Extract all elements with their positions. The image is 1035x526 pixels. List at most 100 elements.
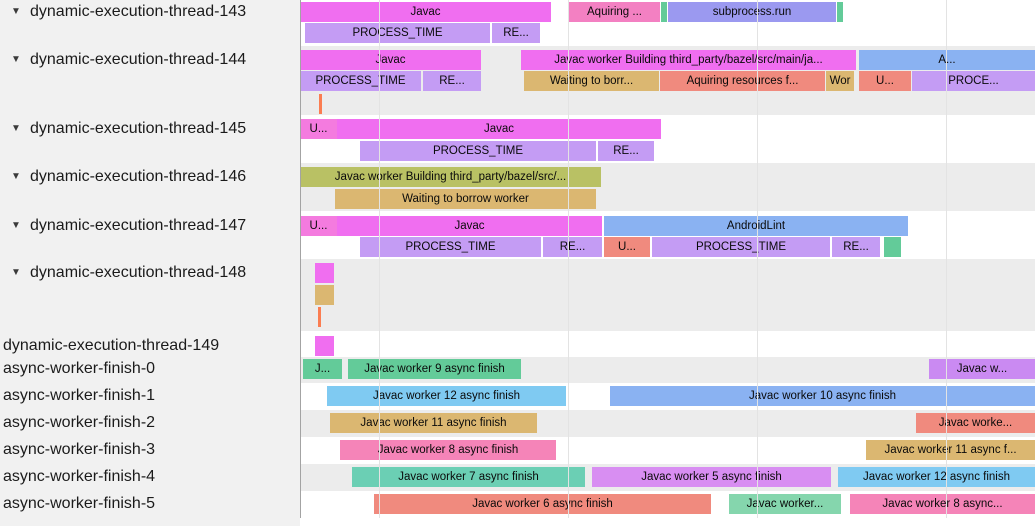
trace-slice[interactable]: RE... bbox=[598, 141, 654, 161]
trace-slice[interactable]: Javac worker 8 async... bbox=[850, 494, 1035, 514]
trace-slice[interactable]: Javac worker 12 async finish bbox=[838, 467, 1035, 487]
track-label[interactable]: async-worker-finish-1 bbox=[3, 387, 156, 404]
track-row: Javac worker 7 async finish Javac worker … bbox=[0, 464, 1035, 491]
trace-slice[interactable]: Javac bbox=[300, 2, 551, 22]
track-row: J... Javac worker 9 async finish Javac w..… bbox=[0, 357, 1035, 383]
trace-slice[interactable]: Aquiring resources f... bbox=[660, 71, 825, 91]
trace-slice[interactable] bbox=[884, 237, 901, 257]
track-label[interactable]: async-worker-finish-0 bbox=[3, 360, 156, 377]
trace-slice[interactable] bbox=[315, 263, 334, 283]
trace-slice[interactable]: Javac worker Building third_party/bazel/… bbox=[300, 167, 601, 187]
track-label[interactable]: dynamic-execution-thread-147 bbox=[30, 217, 247, 234]
track-lane: Javac worker 6 async finish Javac worker.… bbox=[300, 491, 1035, 518]
trace-slice[interactable]: Javac bbox=[337, 119, 661, 139]
trace-slice[interactable]: Javac worker Building third_party/bazel/… bbox=[521, 50, 856, 70]
expander-arrow-icon[interactable]: ▼ bbox=[11, 267, 21, 278]
trace-slice[interactable] bbox=[661, 2, 667, 22]
trace-slice[interactable]: AndroidLint bbox=[604, 216, 908, 236]
trace-slice[interactable]: Javac bbox=[300, 50, 481, 70]
trace-slice[interactable]: Javac worker 8 async finish bbox=[340, 440, 556, 460]
slice-label: Waiting to borr... bbox=[549, 75, 634, 87]
trace-slice[interactable]: PROCESS_TIME bbox=[305, 23, 490, 43]
trace-slice[interactable]: RE... bbox=[543, 237, 602, 257]
slice-label: U... bbox=[876, 75, 894, 87]
track-lane: Javac worker 7 async finish Javac worker … bbox=[300, 464, 1035, 491]
trace-slice[interactable]: Javac worker... bbox=[729, 494, 841, 514]
trace-slice[interactable]: Javac worker 5 async finish bbox=[592, 467, 831, 487]
track-label[interactable]: async-worker-finish-5 bbox=[3, 495, 156, 512]
trace-slice[interactable]: Javac worke... bbox=[916, 413, 1035, 433]
trace-slice[interactable]: Javac worker 6 async finish bbox=[374, 494, 711, 514]
trace-slice[interactable]: PROCESS_TIME bbox=[360, 141, 596, 161]
trace-slice[interactable]: Javac worker 9 async finish bbox=[348, 359, 521, 379]
track-lane: J... Javac worker 9 async finish Javac w..… bbox=[300, 357, 1035, 383]
slice-label: Javac worker 11 async finish bbox=[360, 417, 507, 429]
slice-label: J... bbox=[314, 363, 331, 375]
slice-label: PROCESS_TIME bbox=[352, 27, 443, 39]
expander-arrow-icon[interactable]: ▼ bbox=[11, 6, 21, 17]
track-label[interactable]: dynamic-execution-thread-149 bbox=[3, 337, 220, 354]
track-row: Javac worker Building third_party/bazel/… bbox=[0, 163, 1035, 211]
trace-slice[interactable]: Javac worker 7 async finish bbox=[352, 467, 585, 487]
slice-label: Javac worker 8 async... bbox=[882, 498, 1003, 510]
sidebar-background bbox=[0, 0, 300, 526]
expander-arrow-icon[interactable]: ▼ bbox=[11, 220, 21, 231]
track-row: U... Javac AndroidLint PROCESS_TIME RE... U..… bbox=[0, 211, 1035, 259]
trace-slice[interactable] bbox=[315, 285, 334, 305]
trace-slice[interactable]: Aquiring ... bbox=[569, 2, 660, 22]
track-lane: U... Javac AndroidLint PROCESS_TIME RE... U..… bbox=[300, 211, 1035, 259]
trace-slice[interactable]: subprocess.run bbox=[668, 2, 836, 22]
expander-arrow-icon[interactable]: ▼ bbox=[11, 171, 21, 182]
trace-slice[interactable]: Waiting to borrow worker bbox=[335, 189, 596, 209]
slice-label: Javac worker 12 async finish bbox=[862, 471, 1010, 483]
trace-slice[interactable]: PROCE... bbox=[912, 71, 1035, 91]
track-label[interactable]: async-worker-finish-4 bbox=[3, 468, 156, 485]
track-label[interactable]: dynamic-execution-thread-145 bbox=[30, 120, 247, 137]
slice-label: Javac worker 8 async finish bbox=[377, 444, 519, 456]
track-label[interactable]: async-worker-finish-2 bbox=[3, 414, 156, 431]
trace-slice[interactable]: U... bbox=[604, 237, 650, 257]
track-label[interactable]: dynamic-execution-thread-148 bbox=[30, 264, 247, 281]
trace-slice[interactable]: U... bbox=[859, 71, 911, 91]
slice-label: RE... bbox=[439, 75, 465, 87]
slice-label: Javac worker 9 async finish bbox=[364, 363, 505, 375]
trace-slice[interactable]: PROCESS_TIME bbox=[652, 237, 830, 257]
slice-label: Javac bbox=[375, 54, 406, 66]
trace-slice[interactable] bbox=[318, 307, 321, 327]
slice-label: RE... bbox=[613, 145, 639, 157]
trace-slice[interactable] bbox=[319, 94, 322, 114]
trace-slice[interactable]: Javac worker 11 async f... bbox=[866, 440, 1035, 460]
trace-slice[interactable]: Javac worker 11 async finish bbox=[330, 413, 537, 433]
trace-slice[interactable]: RE... bbox=[832, 237, 880, 257]
trace-slice[interactable]: J... bbox=[303, 359, 342, 379]
trace-slice[interactable] bbox=[315, 336, 334, 356]
track-row: U... Javac PROCESS_TIME RE... ▼ dynamic-execu… bbox=[0, 115, 1035, 163]
trace-slice[interactable]: U... bbox=[300, 216, 337, 236]
slice-label: Javac bbox=[410, 6, 441, 18]
expander-arrow-icon[interactable]: ▼ bbox=[11, 123, 21, 134]
trace-slice[interactable]: PROCESS_TIME bbox=[360, 237, 541, 257]
trace-slice[interactable]: RE... bbox=[423, 71, 481, 91]
track-label[interactable]: dynamic-execution-thread-144 bbox=[30, 51, 247, 68]
trace-slice[interactable]: PROCESS_TIME bbox=[300, 71, 421, 91]
trace-slice[interactable]: A... bbox=[859, 50, 1035, 70]
trace-slice[interactable]: Javac w... bbox=[929, 359, 1035, 379]
trace-slice[interactable] bbox=[837, 2, 843, 22]
track-label[interactable]: dynamic-execution-thread-143 bbox=[30, 3, 247, 20]
trace-slice[interactable]: Waiting to borr... bbox=[524, 71, 659, 91]
trace-slice[interactable]: RE... bbox=[492, 23, 540, 43]
track-lane: Javac worker 12 async finish Javac worker… bbox=[300, 383, 1035, 410]
track-lane: Javac worker 11 async finish Javac worke.… bbox=[300, 410, 1035, 437]
trace-slice[interactable]: U... bbox=[300, 119, 337, 139]
trace-slice[interactable]: Javac worker 10 async finish bbox=[610, 386, 1035, 406]
trace-slice[interactable]: Javac bbox=[337, 216, 602, 236]
track-label[interactable]: async-worker-finish-3 bbox=[3, 441, 156, 458]
trace-slice[interactable]: Javac worker 12 async finish bbox=[327, 386, 566, 406]
trace-slice[interactable]: Wor bbox=[826, 71, 854, 91]
slice-label: Javac w... bbox=[956, 363, 1008, 375]
track-label[interactable]: dynamic-execution-thread-146 bbox=[30, 168, 247, 185]
expander-arrow-icon[interactable]: ▼ bbox=[11, 54, 21, 65]
slice-label: AndroidLint bbox=[726, 220, 786, 232]
slice-label: Javac worker 6 async finish bbox=[472, 498, 613, 510]
